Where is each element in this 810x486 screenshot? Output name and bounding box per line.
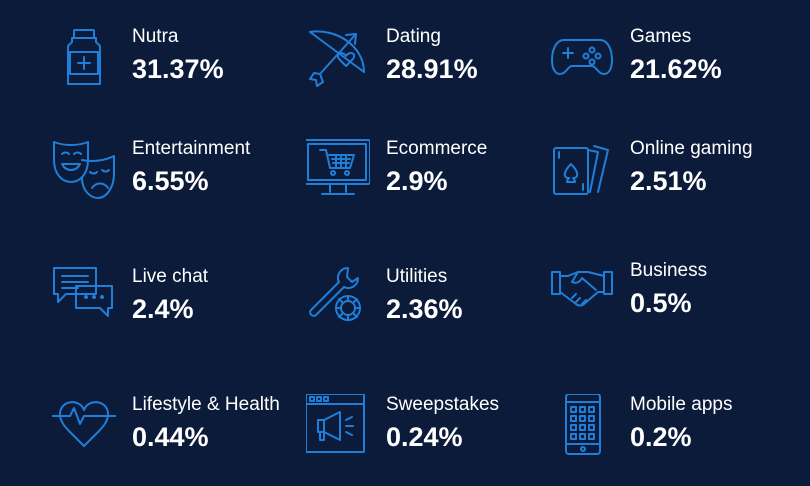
category-label: Entertainment [132,138,251,159]
theater-masks-icon [52,138,116,202]
category-label: Business [630,260,708,281]
category-value: 21.62% [630,54,722,84]
category-value: 0.5% [630,288,692,318]
category-games: Games 21.62% [550,26,800,116]
category-value: 28.91% [386,54,478,84]
category-value: 6.55% [132,166,209,196]
category-label: Dating [386,26,441,47]
category-live-chat: Live chat 2.4% [52,266,302,356]
category-dating: Dating 28.91% [306,26,556,116]
gamepad-icon [550,26,614,90]
category-label: Mobile apps [630,394,733,415]
category-label: Live chat [132,266,209,287]
category-label: Sweepstakes [386,394,500,415]
category-value: 2.9% [386,166,448,196]
category-value: 0.44% [132,422,209,452]
category-label: Games [630,26,692,47]
category-value: 0.24% [386,422,463,452]
chat-bubbles-icon [52,266,116,330]
megaphone-window-icon [306,394,370,458]
shopping-cart-monitor-icon [306,138,370,202]
category-value: 2.4% [132,294,194,324]
category-entertainment: Entertainment 6.55% [52,138,302,228]
category-sweepstakes: Sweepstakes 0.24% [306,394,556,484]
playing-cards-icon [550,138,614,202]
heart-pulse-icon [52,394,116,458]
category-business: Business 0.5% [550,260,800,350]
category-label: Online gaming [630,138,753,159]
bottle-icon [52,26,116,90]
mobile-phone-icon [550,394,614,458]
category-value: 31.37% [132,54,224,84]
category-label: Lifestyle & Health [132,394,280,415]
category-nutra: Nutra 31.37% [52,26,302,116]
category-value: 2.51% [630,166,707,196]
category-label: Nutra [132,26,179,47]
bow-arrow-icon [306,26,370,90]
category-lifestyle-health: Lifestyle & Health 0.44% [52,394,302,484]
category-ecommerce: Ecommerce 2.9% [306,138,556,228]
category-utilities: Utilities 2.36% [306,266,556,356]
category-value: 2.36% [386,294,463,324]
handshake-icon [550,260,614,324]
category-value: 0.2% [630,422,692,452]
wrench-gear-icon [306,266,370,330]
category-online-gaming: Online gaming 2.51% [550,138,800,228]
category-mobile-apps: Mobile apps 0.2% [550,394,800,484]
category-label: Ecommerce [386,138,488,159]
category-label: Utilities [386,266,448,287]
